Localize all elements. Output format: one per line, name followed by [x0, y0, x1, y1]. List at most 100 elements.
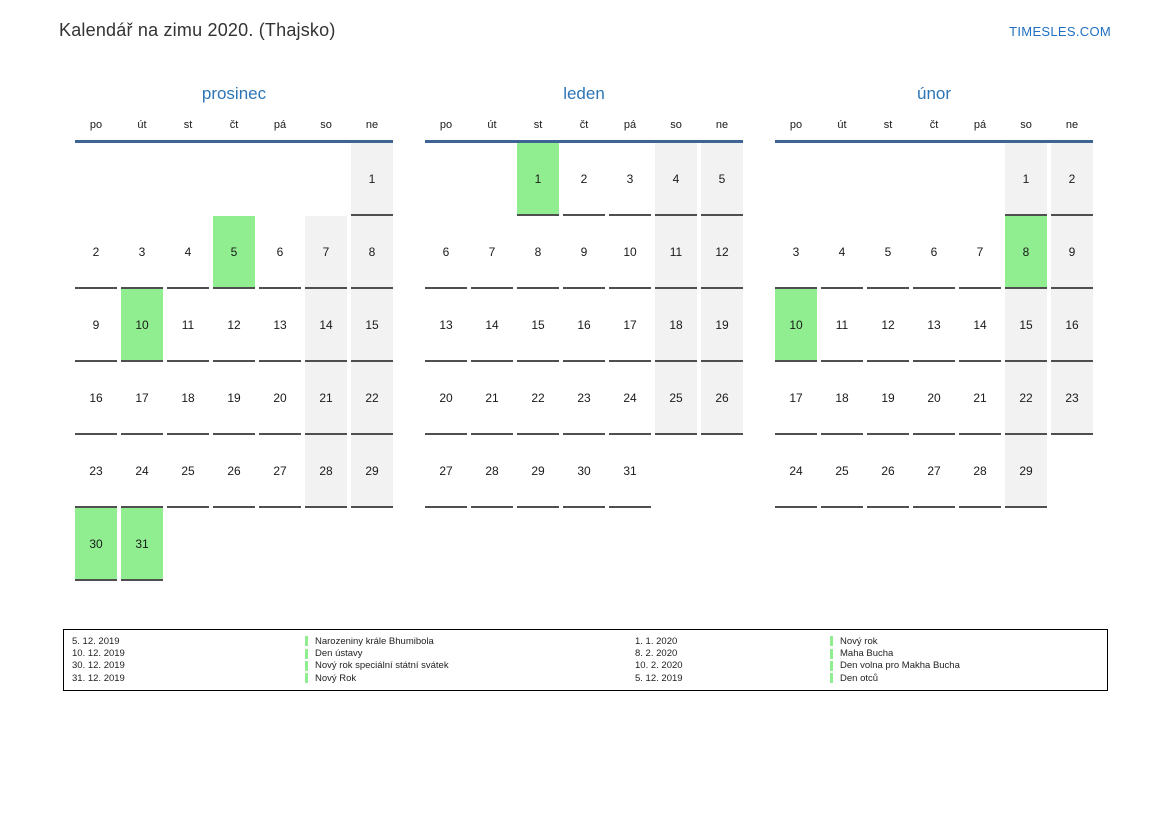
day-cell: 15 [351, 289, 393, 362]
empty-cell [121, 143, 163, 216]
empty-cell [259, 143, 301, 216]
day-cell: 16 [563, 289, 605, 362]
holiday-marker-icon [830, 673, 833, 684]
weekday-header: po út st čt pá so ne [775, 119, 1093, 143]
day-cell: 27 [259, 435, 301, 508]
day-cell: 17 [121, 362, 163, 435]
day-cell: 2 [1051, 143, 1093, 216]
weekday-label: út [837, 119, 847, 131]
legend-holiday: Den volna pro Makha Bucha [830, 660, 1107, 671]
day-cell: 15 [1005, 289, 1047, 362]
empty-cell [167, 143, 209, 216]
weekday-label: so [670, 119, 682, 131]
day-cell: 3 [121, 216, 163, 289]
day-cell: 28 [305, 435, 347, 508]
empty-cell [775, 143, 817, 216]
legend-box: 5. 12. 2019 Narozeniny krále Bhumibola 10.… [63, 629, 1108, 691]
weekday-label: út [137, 119, 147, 131]
legend-holiday-name: Maha Bucha [840, 648, 894, 660]
holiday-marker-icon [305, 648, 308, 659]
calendars: prosinec po út st čt pá so ne 1 2 3 4 5 6 7 8 9 10 11 12 13 1… [75, 84, 1093, 581]
day-cell: 29 [351, 435, 393, 508]
day-cell: 5 [701, 143, 743, 216]
day-cell: 12 [867, 289, 909, 362]
brand-link[interactable]: TIMESLES.COM [1009, 24, 1111, 39]
day-cell: 29 [517, 435, 559, 508]
empty-cell [259, 508, 301, 581]
day-cell: 6 [259, 216, 301, 289]
day-cell: 11 [167, 289, 209, 362]
month-grid: 1 2 3 4 5 6 7 8 9 10 11 12 13 14 15 16 17 18 19 20 21 22 23 24 2… [775, 143, 1093, 508]
weekday-label: st [883, 119, 893, 131]
day-cell: 18 [167, 362, 209, 435]
legend-holiday: Narozeniny krále Bhumibola [305, 636, 635, 647]
legend-holiday: Nový Rok [305, 673, 635, 684]
day-cell: 4 [821, 216, 863, 289]
weekday-header: po út st čt pá so ne [425, 119, 743, 143]
weekday-label: ne [715, 119, 729, 131]
legend-column: 5. 12. 2019 Narozeniny krále Bhumibola 10.… [72, 635, 635, 685]
day-cell: 11 [821, 289, 863, 362]
month-title: leden [563, 84, 605, 103]
day-cell: 25 [655, 362, 697, 435]
empty-cell [913, 143, 955, 216]
month-title: únor [916, 84, 952, 103]
weekday-label: pá [273, 119, 287, 131]
day-cell: 27 [425, 435, 467, 508]
day-cell: 24 [775, 435, 817, 508]
day-cell: 10 [121, 289, 163, 362]
empty-cell [167, 508, 209, 581]
month-únor: únor po út st čt pá so ne 1 2 3 4 5 6 7 8 9 10 11 12 13 14 15 1… [775, 84, 1093, 581]
day-cell: 6 [425, 216, 467, 289]
day-cell: 28 [959, 435, 1001, 508]
day-cell: 2 [563, 143, 605, 216]
day-cell: 30 [563, 435, 605, 508]
empty-cell [351, 508, 393, 581]
day-cell: 25 [167, 435, 209, 508]
holiday-marker-icon [830, 648, 833, 659]
day-cell: 9 [75, 289, 117, 362]
day-cell: 12 [213, 289, 255, 362]
empty-cell [821, 143, 863, 216]
day-cell: 18 [821, 362, 863, 435]
day-cell: 14 [959, 289, 1001, 362]
day-cell: 26 [701, 362, 743, 435]
legend-holiday-name: Den ústavy [315, 648, 363, 660]
month-leden: leden po út st čt pá so ne 1 2 3 4 5 6 7 8 9 10 11 12 13 14 15… [425, 84, 743, 581]
day-cell: 10 [775, 289, 817, 362]
day-cell: 20 [913, 362, 955, 435]
weekday-label: čt [929, 119, 939, 131]
weekday-label: čt [229, 119, 239, 131]
weekday-label: st [183, 119, 193, 131]
month-grid: 1 2 3 4 5 6 7 8 9 10 11 12 13 14 15 16 17 18 19 20 21 22 23 24 2… [75, 143, 393, 581]
day-cell: 9 [563, 216, 605, 289]
weekday-label: po [89, 119, 103, 131]
day-cell: 22 [517, 362, 559, 435]
day-cell: 10 [609, 216, 651, 289]
day-cell: 4 [167, 216, 209, 289]
day-cell: 5 [213, 216, 255, 289]
holiday-marker-icon [830, 636, 833, 647]
day-cell: 13 [259, 289, 301, 362]
day-cell: 21 [471, 362, 513, 435]
day-cell: 30 [75, 508, 117, 581]
day-cell: 27 [913, 435, 955, 508]
empty-cell [959, 143, 1001, 216]
page-title: Kalendář na zimu 2020. (Thajsko) [59, 20, 336, 40]
legend-date: 5. 12. 2019 [72, 635, 120, 647]
day-cell: 21 [959, 362, 1001, 435]
legend-holiday-name: Nový rok speciální státní svátek [315, 660, 449, 672]
empty-cell [75, 143, 117, 216]
empty-cell [471, 143, 513, 216]
day-cell: 16 [75, 362, 117, 435]
empty-cell [1051, 435, 1093, 508]
month-grid: 1 2 3 4 5 6 7 8 9 10 11 12 13 14 15 16 17 18 19 20 21 22 23 24 2… [425, 143, 743, 508]
legend-holiday-name: Den otců [840, 672, 879, 684]
weekday-label: čt [579, 119, 589, 131]
day-cell: 15 [517, 289, 559, 362]
day-cell: 31 [609, 435, 651, 508]
day-cell: 13 [425, 289, 467, 362]
day-cell: 22 [1005, 362, 1047, 435]
day-cell: 23 [563, 362, 605, 435]
day-cell: 19 [213, 362, 255, 435]
